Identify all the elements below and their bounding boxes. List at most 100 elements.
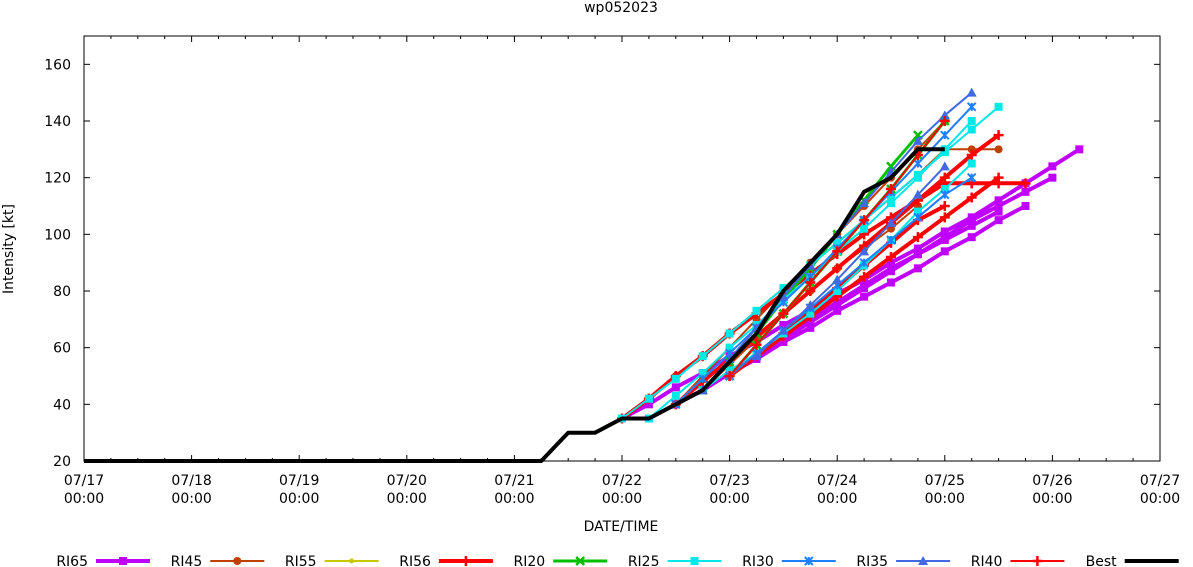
x-axis-label: DATE/TIME: [584, 519, 659, 535]
triangle-marker: [912, 135, 923, 145]
legend-entry-ri55: RI55: [285, 554, 379, 567]
chart-title: wp052023: [584, 0, 658, 16]
plus-marker: [724, 371, 735, 381]
x-tick-label-date: 07/18: [171, 473, 211, 489]
axes: 20 40 60 80 100 120 140 160 07/17 00:00 07/18 00:00…: [44, 36, 1180, 507]
square-marker: [860, 292, 869, 301]
plus-marker: [886, 184, 896, 194]
plus-marker: [805, 286, 816, 296]
legend-entry-best: Best: [1086, 554, 1179, 567]
square-marker: [1075, 145, 1084, 154]
dot-marker: [349, 558, 355, 564]
x-tick-label-time: 00:00: [817, 491, 857, 507]
legend-label: Best: [1086, 554, 1118, 567]
plus-marker: [912, 232, 923, 243]
plus-marker: [778, 308, 789, 319]
y-tick-label: 80: [53, 284, 71, 300]
triangle-marker: [939, 161, 950, 171]
square-marker: [1048, 173, 1057, 182]
square-marker: [994, 202, 1003, 210]
triangle-marker: [751, 351, 762, 361]
legend-label: RI40: [971, 554, 1003, 567]
square-marker: [833, 238, 842, 247]
x-tick-label-date: 07/23: [709, 473, 749, 489]
square-marker: [1048, 162, 1057, 171]
square-marker: [1021, 202, 1030, 210]
plus-marker: [1020, 178, 1031, 189]
triangle-marker: [939, 110, 950, 120]
forecast-line: [621, 147, 1081, 421]
legend-entry-ri45: RI45: [171, 554, 265, 567]
legend-entry-ri65: RI65: [56, 554, 150, 567]
plus-marker: [859, 215, 870, 226]
x-tick-label-time: 00:00: [1032, 491, 1072, 507]
triangle-marker: [832, 274, 843, 284]
forecast-line: [728, 176, 973, 377]
series-best: [84, 147, 945, 463]
square-marker: [967, 117, 976, 125]
square-marker: [940, 236, 949, 244]
plus-marker: [886, 252, 896, 262]
x-tick-label-time: 00:00: [709, 491, 749, 507]
square-marker: [725, 366, 734, 375]
square-marker: [806, 309, 815, 318]
circle-marker: [994, 145, 1003, 154]
square-marker: [1021, 187, 1030, 196]
square-marker: [913, 207, 922, 216]
x-tick-label-time: 00:00: [171, 491, 211, 507]
plus-marker: [939, 116, 950, 126]
plus-marker: [1032, 556, 1043, 566]
x-tick-label-date: 07/19: [279, 473, 319, 489]
asterisk-marker: [940, 130, 950, 140]
legend: RI65 RI45 RI55 RI56 RI20 RI25 RI30 RI35 RI40 Best: [56, 554, 1179, 567]
y-tick-label: 60: [53, 341, 71, 357]
square-marker: [913, 250, 922, 259]
square-marker: [887, 258, 895, 267]
plus-marker: [859, 271, 870, 282]
legend-label: RI35: [856, 554, 888, 567]
x-tick-label-date: 07/20: [387, 473, 427, 489]
square-marker: [860, 281, 869, 290]
y-tick-label: 160: [44, 57, 71, 73]
legend-entry-ri30: RI30: [742, 554, 836, 567]
triangle-marker: [805, 300, 816, 310]
legend-label: RI25: [628, 554, 660, 567]
square-marker: [940, 148, 949, 157]
square-marker: [967, 221, 976, 230]
square-marker: [119, 557, 127, 565]
square-marker: [671, 374, 680, 383]
asterisk-marker: [886, 235, 896, 245]
legend-entry-ri20: RI20: [514, 554, 608, 567]
plus-marker: [805, 277, 816, 288]
x-tick-label-time: 00:00: [64, 491, 104, 507]
square-marker: [913, 170, 922, 179]
square-marker: [725, 343, 734, 352]
square-marker: [913, 264, 922, 273]
plus-marker: [993, 130, 1004, 141]
square-marker: [860, 224, 869, 233]
y-tick-label: 40: [53, 397, 71, 413]
plus-marker: [966, 150, 977, 160]
square-marker: [690, 557, 699, 565]
legend-entry-ri40: RI40: [971, 554, 1065, 567]
x-tick-label-date: 07/24: [817, 473, 857, 489]
square-marker: [887, 264, 895, 273]
asterisk-marker: [940, 189, 950, 200]
square-marker: [644, 394, 653, 403]
square-marker: [967, 159, 976, 168]
square-marker: [887, 199, 895, 208]
y-axis-label: Intensity [kt]: [1, 204, 17, 294]
series-layer: [84, 87, 1084, 463]
asterisk-marker: [859, 257, 869, 268]
plus-marker: [460, 556, 471, 566]
y-tick-label: 20: [53, 454, 71, 470]
x-tick-label-date: 07/22: [602, 473, 642, 489]
asterisk-marker: [913, 212, 923, 223]
plus-marker: [939, 201, 950, 211]
x-tick-label-time: 00:00: [925, 491, 965, 507]
square-marker: [967, 216, 976, 225]
triangle-marker: [859, 246, 870, 256]
square-marker: [698, 352, 707, 361]
square-marker: [940, 185, 949, 193]
asterisk-marker: [966, 172, 977, 183]
